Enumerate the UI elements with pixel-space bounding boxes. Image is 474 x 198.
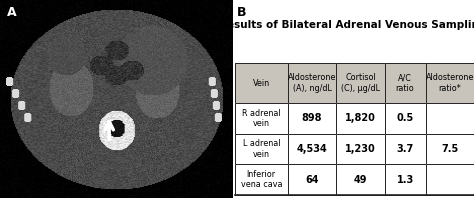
- Bar: [288, 164, 336, 195]
- Text: 64: 64: [305, 175, 319, 185]
- Text: A: A: [7, 6, 17, 19]
- Bar: [288, 63, 336, 103]
- Bar: [384, 63, 426, 103]
- Bar: [336, 63, 384, 103]
- Text: Aldosterone
ratio*: Aldosterone ratio*: [426, 73, 474, 93]
- Bar: [288, 134, 336, 164]
- Bar: [384, 164, 426, 195]
- Bar: [336, 134, 384, 164]
- Text: R adrenal
vein: R adrenal vein: [242, 109, 281, 128]
- Bar: [384, 103, 426, 134]
- Text: 1,820: 1,820: [345, 113, 376, 123]
- Bar: [336, 164, 384, 195]
- Bar: [336, 103, 384, 134]
- Bar: [288, 103, 336, 134]
- Text: 898: 898: [302, 113, 322, 123]
- Text: 3.7: 3.7: [396, 144, 414, 154]
- Bar: [288, 103, 336, 134]
- Bar: [426, 63, 474, 103]
- Text: 0.5: 0.5: [396, 113, 414, 123]
- Text: Cortisol
(C), μg/dL: Cortisol (C), μg/dL: [341, 73, 380, 93]
- Text: 1,230: 1,230: [345, 144, 376, 154]
- Text: 1.3: 1.3: [396, 175, 414, 185]
- Text: Inferior
vena cava: Inferior vena cava: [240, 170, 282, 189]
- Text: Results of Bilateral Adrenal Venous Sampling: Results of Bilateral Adrenal Venous Samp…: [219, 20, 474, 30]
- Bar: [235, 103, 288, 134]
- Bar: [235, 164, 288, 195]
- Bar: [235, 164, 288, 195]
- Bar: [288, 134, 336, 164]
- Bar: [384, 164, 426, 195]
- Bar: [384, 134, 426, 164]
- Bar: [426, 134, 474, 164]
- Text: B: B: [237, 6, 246, 19]
- Bar: [426, 63, 474, 103]
- Bar: [384, 103, 426, 134]
- Text: 49: 49: [354, 175, 367, 185]
- Text: 4,534: 4,534: [297, 144, 328, 154]
- Bar: [336, 63, 384, 103]
- Text: Aldosterone
(A), ng/dL: Aldosterone (A), ng/dL: [288, 73, 336, 93]
- Bar: [336, 103, 384, 134]
- Text: 7.5: 7.5: [441, 144, 458, 154]
- Bar: [336, 134, 384, 164]
- Bar: [426, 164, 474, 195]
- Text: Vein: Vein: [253, 79, 270, 88]
- Bar: [384, 63, 426, 103]
- Bar: [426, 164, 474, 195]
- Bar: [235, 63, 288, 103]
- Bar: [288, 164, 336, 195]
- Bar: [426, 103, 474, 134]
- Bar: [336, 164, 384, 195]
- Bar: [235, 134, 288, 164]
- Bar: [426, 134, 474, 164]
- Text: L adrenal
vein: L adrenal vein: [243, 139, 280, 159]
- Bar: [235, 134, 288, 164]
- Text: A/C
ratio: A/C ratio: [396, 73, 414, 93]
- Bar: [235, 63, 288, 103]
- Bar: [288, 63, 336, 103]
- Bar: [384, 134, 426, 164]
- Bar: [235, 103, 288, 134]
- Bar: [426, 103, 474, 134]
